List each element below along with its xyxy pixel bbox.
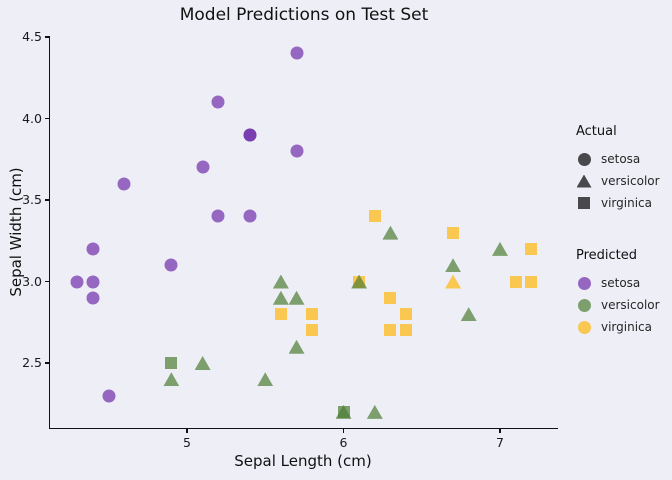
data-point [384, 291, 397, 304]
data-point [194, 356, 211, 370]
data-point [290, 144, 304, 158]
y-tick [44, 36, 49, 38]
y-tick-label: 3.0 [22, 273, 42, 289]
legend-item-actual-versicolor: versicolor [576, 170, 672, 192]
circle-glyph-icon [576, 151, 592, 167]
data-point [445, 274, 462, 289]
legend-item-predicted-setosa: setosa [576, 272, 672, 294]
y-axis-line [48, 36, 50, 429]
data-point [509, 275, 522, 288]
triangle-glyph-icon [576, 173, 592, 189]
data-point [70, 275, 84, 288]
x-tick-label: 7 [496, 435, 504, 450]
data-point [400, 308, 413, 321]
data-point [368, 210, 381, 223]
data-point [306, 308, 319, 321]
x-tick [499, 429, 501, 433]
data-point [382, 225, 399, 240]
data-point [86, 275, 100, 288]
data-point [288, 339, 305, 354]
y-tick [44, 362, 49, 364]
green-dot-icon [576, 297, 592, 313]
legend-item-label: versicolor [601, 174, 660, 188]
legend-item-predicted-virginica: virginica [576, 316, 672, 338]
data-point [164, 258, 178, 272]
chart-title: Model Predictions on Test Set [179, 5, 429, 25]
data-point [196, 160, 210, 174]
data-point [86, 291, 100, 305]
legend-item-label: virginica [601, 320, 652, 334]
y-tick-label: 2.5 [22, 355, 42, 370]
y-tick-label: 3.5 [22, 192, 42, 207]
legend-actual: Actual setosa versicolor virginica [576, 124, 672, 214]
data-point [117, 177, 131, 191]
legend-item-label: virginica [601, 196, 652, 210]
data-point [211, 209, 225, 223]
y-tick-label: 4.0 [22, 110, 42, 126]
x-axis-label: Sepal Length (cm) [234, 452, 372, 470]
data-point [274, 308, 287, 321]
data-point [525, 242, 538, 255]
data-point [272, 274, 289, 289]
data-point [290, 46, 304, 60]
data-point [86, 242, 100, 256]
y-tick [44, 199, 49, 201]
data-point [165, 357, 178, 369]
data-point [492, 241, 508, 256]
y-tick [44, 117, 49, 120]
legend-item-predicted-versicolor: versicolor [576, 294, 672, 316]
data-point [366, 404, 383, 419]
y-tick-label: 4.5 [22, 29, 42, 44]
data-point [306, 324, 319, 337]
y-tick [44, 280, 49, 283]
legend-item-label: setosa [601, 276, 641, 290]
legend-item-actual-virginica: virginica [576, 192, 672, 214]
legend-item-label: setosa [601, 152, 641, 166]
data-point [525, 275, 538, 288]
data-point [460, 307, 477, 322]
data-point [445, 258, 462, 273]
purple-dot-icon [576, 275, 592, 291]
data-point [257, 372, 274, 387]
x-tick-label: 5 [183, 435, 191, 450]
data-point [400, 324, 413, 337]
square-glyph-icon [576, 195, 592, 211]
legend-predicted-title: Predicted [576, 248, 638, 263]
x-axis-line [48, 427, 558, 429]
data-point [288, 290, 305, 305]
data-point [163, 372, 180, 387]
data-point [211, 95, 225, 109]
legend-item-label: versicolor [601, 298, 660, 312]
legend-actual-title: Actual [576, 124, 617, 139]
data-point [384, 324, 397, 337]
x-tick [186, 429, 188, 433]
data-point [102, 389, 116, 403]
x-tick [342, 429, 345, 433]
data-point [243, 128, 257, 142]
x-tick-label: 6 [339, 435, 348, 450]
data-point [447, 226, 460, 239]
data-point [272, 290, 289, 305]
legend-predicted: Predicted setosa versicolor virginica [576, 248, 672, 338]
legend-item-actual-setosa: setosa [576, 148, 672, 170]
yellow-dot-icon [576, 319, 592, 335]
data-point [243, 209, 257, 223]
